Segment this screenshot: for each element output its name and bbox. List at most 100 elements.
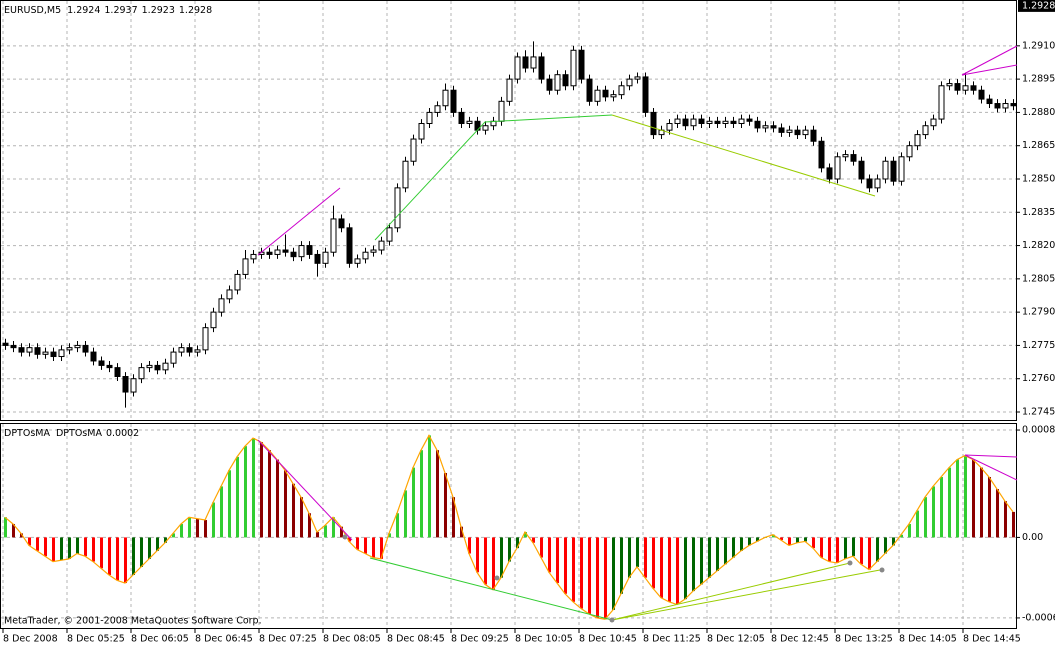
histogram-bar	[132, 537, 135, 575]
histogram-bar	[380, 537, 383, 559]
histogram-bar	[52, 537, 55, 562]
candle-body	[274, 249, 281, 255]
histogram-bar	[236, 456, 239, 538]
open-value: 1.2924	[67, 5, 100, 16]
candle-body	[434, 105, 441, 113]
histogram-bar	[20, 533, 23, 538]
histogram-bar	[772, 534, 775, 538]
histogram-bar	[28, 537, 31, 546]
histogram-bar	[188, 517, 191, 538]
histogram-bar	[68, 537, 71, 559]
histogram-bar	[260, 442, 263, 538]
histogram-bar	[12, 523, 15, 538]
trend-line	[611, 569, 881, 621]
candle-body	[154, 364, 161, 371]
candle-body	[738, 118, 745, 125]
candle-body	[402, 160, 409, 189]
histogram-bar	[84, 537, 87, 557]
indicator-title: DPTOsMA	[4, 428, 50, 439]
candle-body	[170, 351, 177, 364]
candle-body	[50, 351, 57, 358]
histogram-bar	[828, 537, 831, 562]
histogram-bar	[4, 517, 7, 538]
symbol: EURUSD,M5	[4, 5, 61, 16]
candle-body	[874, 178, 881, 189]
candle-body	[546, 78, 553, 91]
candle-body	[954, 83, 961, 91]
pivot-dot	[342, 534, 348, 540]
candle-body	[306, 245, 313, 255]
current-price-box	[1018, 0, 1055, 12]
histogram-bar	[964, 455, 967, 538]
candle-body	[114, 367, 121, 378]
candle-body	[346, 227, 353, 264]
indicator-panel	[0, 423, 1017, 629]
candle-body	[426, 111, 433, 125]
marks	[2, 41, 1017, 620]
histogram-bar	[332, 517, 335, 538]
histogram-bar	[956, 459, 959, 538]
histogram-bar	[388, 533, 391, 538]
y-tick-label: 1.2820	[1022, 240, 1055, 251]
trend-line	[611, 562, 851, 621]
trend-line	[961, 45, 1018, 76]
candle-body	[962, 85, 969, 91]
trend-line	[374, 114, 613, 241]
candle-body	[930, 118, 937, 127]
histogram-bar	[500, 537, 503, 578]
candle-body	[970, 85, 977, 91]
candle-body	[570, 49, 577, 87]
histogram-bar	[692, 537, 695, 592]
candle-body	[298, 245, 305, 258]
candle-body	[330, 218, 337, 253]
y-tick-label: 1.2775	[1022, 340, 1055, 351]
candle-body	[386, 227, 393, 242]
histogram-bar	[700, 537, 703, 585]
candle-body	[234, 273, 241, 291]
x-tick-label: 8 Dec 14:05	[899, 634, 957, 645]
candle-body	[922, 125, 929, 136]
histogram-bar	[124, 537, 127, 584]
x-tick-label: 8 Dec 06:05	[131, 634, 189, 645]
signal-line	[4, 434, 1014, 620]
x-tick-label: 8 Dec 09:25	[451, 634, 509, 645]
candle-body	[514, 56, 521, 80]
histogram-bar	[636, 537, 639, 567]
histogram-bar	[940, 477, 943, 538]
candle-body	[866, 178, 873, 189]
candle-body	[770, 125, 777, 129]
x-tick-label: 8 Dec 10:05	[515, 634, 573, 645]
histogram-bar	[212, 502, 215, 538]
histogram-bar	[228, 470, 231, 538]
candle-body	[418, 123, 425, 140]
histogram-bar	[220, 486, 223, 538]
candle-body	[138, 367, 145, 380]
close-value: 1.2928	[179, 5, 212, 16]
histogram-bar	[796, 537, 799, 543]
candle-body	[74, 344, 81, 349]
candle-body	[82, 344, 89, 353]
histogram-bar	[180, 523, 183, 538]
histogram-bar	[436, 450, 439, 538]
trend-line	[964, 454, 1018, 458]
candle-body	[562, 74, 569, 87]
candle-body	[42, 351, 49, 355]
histogram-bar	[156, 537, 159, 551]
candle-body	[90, 351, 97, 362]
histogram-bar	[852, 537, 855, 557]
pivot-dot	[609, 617, 615, 623]
pivot-dot	[879, 567, 885, 573]
histogram-bar	[972, 459, 975, 538]
histogram-bar	[300, 497, 303, 538]
candle-body	[66, 347, 73, 351]
candle-body	[314, 253, 321, 264]
x-tick-label: 8 Dec 12:45	[771, 634, 829, 645]
x-tick-label: 8 Dec 05:25	[67, 634, 125, 645]
histogram-bar	[604, 537, 607, 620]
indicator-header: DPTOsMA DPTOsMA 0.0002	[4, 428, 139, 439]
candle-body	[130, 378, 137, 393]
histogram-bar	[308, 513, 311, 538]
histogram-bar	[36, 537, 39, 551]
price-panel	[0, 0, 1017, 421]
